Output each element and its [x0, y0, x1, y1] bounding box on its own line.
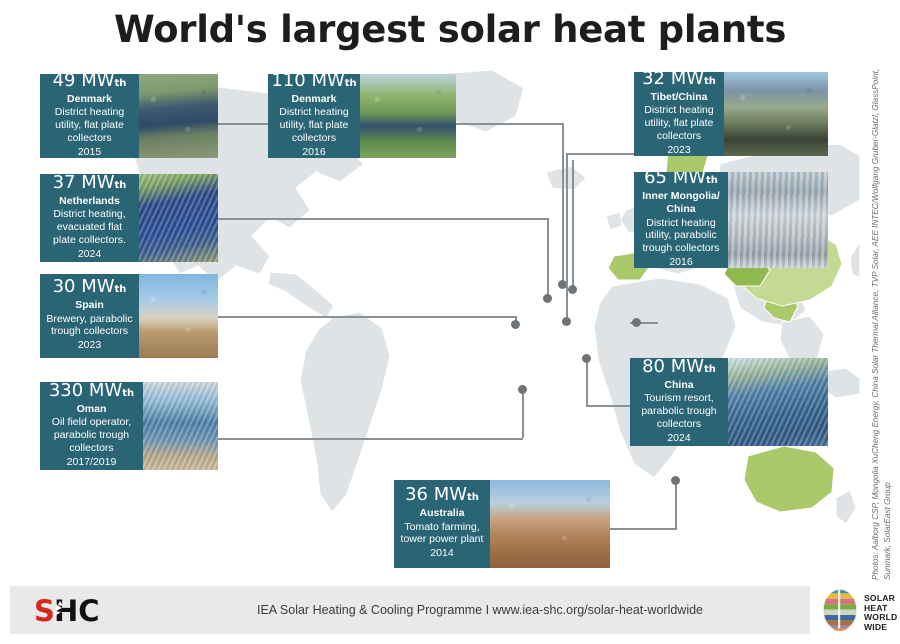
logo-line-wide: WIDE — [864, 621, 888, 632]
plant-card-text: 32 MWth Tibet/China District heating uti… — [634, 72, 724, 156]
logo-line-heat: HEAT — [864, 602, 888, 613]
footer-text: IEA Solar Heating & Cooling Programme I … — [256, 603, 704, 617]
footer-bar — [10, 586, 810, 634]
plant-photo — [143, 382, 218, 470]
plant-description: Oil field operator, parabolic trough col… — [51, 416, 132, 454]
plant-capacity: 30 MWth — [52, 276, 127, 298]
plant-country: Inner Mongolia/ China — [642, 190, 720, 215]
plant-capacity: 37 MWth — [52, 174, 127, 193]
plant-country: China — [664, 378, 694, 391]
logo-line-solar: SOLAR — [864, 593, 896, 603]
plant-photo — [728, 358, 828, 446]
plant-year: 2016 — [669, 255, 693, 268]
plant-year: 2023 — [667, 143, 691, 156]
plant-card-text: 110 MWth Denmark District heating utilit… — [268, 74, 360, 158]
plant-country: Spain — [75, 299, 104, 312]
plant-card-china-80[interactable]: 80 MWth China Tourism resort, parabolic … — [630, 358, 828, 446]
photo-credits: Photos: Aalborg CSP, Mongolia XuCheng En… — [870, 60, 898, 580]
plant-card-text: 49 MWth Denmark District heating utility… — [40, 74, 139, 158]
solar-heat-worldwide-logo[interactable]: SOLAR HEAT WORLD WIDE — [818, 586, 897, 634]
plant-country: Oman — [76, 402, 107, 415]
plant-photo — [728, 172, 828, 268]
plant-photo — [360, 74, 456, 158]
plant-description: District heating utility, flat plate col… — [644, 104, 714, 142]
plant-photo — [724, 72, 828, 156]
plant-card-australia-36[interactable]: 36 MWth Australia Tomato farming, tower … — [394, 480, 610, 568]
plant-card-inner-mongolia-65[interactable]: 65 MWth Inner Mongolia/ China District h… — [634, 172, 828, 268]
page-title: World's largest solar heat plants — [113, 8, 787, 51]
solar-heat-worldwide-wordmark: SOLAR HEAT WORLD WIDE — [864, 593, 898, 633]
plant-description: District heating utility, flat plate col… — [279, 106, 349, 144]
plant-card-text: 330 MWth Oman Oil field operator, parabo… — [40, 382, 143, 470]
photo-credits-text: Photos: Aalborg CSP, Mongolia XuCheng En… — [871, 68, 892, 580]
svg-text:S: S — [34, 595, 55, 627]
plant-card-netherlands-37[interactable]: 37 MWth Netherlands District heating, ev… — [40, 174, 218, 262]
plant-year: 2014 — [430, 547, 454, 560]
plant-card-text: 37 MWth Netherlands District heating, ev… — [40, 174, 139, 262]
plant-capacity: 330 MWth — [48, 382, 135, 401]
plant-description: District heating utility, parabolic trou… — [642, 216, 720, 255]
logo-line-world: WORLD — [864, 612, 898, 623]
plant-photo — [490, 480, 610, 568]
plant-capacity: 49 MWth — [52, 74, 127, 91]
plant-card-denmark-110[interactable]: 110 MWth Denmark District heating utilit… — [268, 74, 456, 158]
plant-card-denmark-49[interactable]: 49 MWth Denmark District heating utility… — [40, 74, 218, 158]
plant-year: 2023 — [77, 339, 102, 352]
plant-country: Denmark — [67, 92, 112, 105]
plant-photo — [139, 174, 218, 262]
plant-card-tibet-32[interactable]: 32 MWth Tibet/China District heating uti… — [634, 72, 828, 156]
plant-year: 2017/2019 — [66, 455, 117, 468]
plant-country: Denmark — [291, 92, 337, 105]
shc-sun-burst-icon — [54, 601, 63, 616]
plant-year: 2024 — [77, 247, 102, 260]
plant-country: Tibet/China — [650, 90, 708, 103]
country-australia — [743, 445, 835, 513]
plant-photo — [139, 74, 218, 158]
plant-year: 2016 — [302, 145, 326, 158]
plant-card-text: 65 MWth Inner Mongolia/ China District h… — [634, 172, 728, 268]
plant-year: 2015 — [77, 145, 102, 158]
plant-card-text: 80 MWth China Tourism resort, parabolic … — [630, 358, 728, 446]
plant-description: Tourism resort, parabolic trough collect… — [641, 392, 717, 430]
plant-capacity: 110 MWth — [271, 74, 357, 91]
svg-text:HC: HC — [54, 595, 100, 627]
plant-photo — [139, 274, 218, 358]
plant-capacity: 80 MWth — [642, 358, 716, 377]
plant-description: District heating, evacuated flat plate c… — [53, 208, 126, 246]
globe-icon — [823, 589, 857, 631]
plant-country: Netherlands — [59, 194, 120, 207]
plant-description: Brewery, parabolic trough collectors — [46, 312, 133, 338]
shc-logo[interactable]: S HC — [34, 594, 130, 628]
footer: S HC IEA Solar Heating & Cooling Program… — [0, 582, 900, 644]
plant-capacity: 32 MWth — [642, 72, 716, 89]
plant-capacity: 65 MWth — [644, 172, 718, 189]
plant-country: Australia — [419, 507, 465, 520]
plant-card-text: 36 MWth Australia Tomato farming, tower … — [394, 480, 490, 568]
plant-capacity: 36 MWth — [405, 484, 479, 506]
plant-year: 2024 — [667, 431, 691, 444]
shc-logo-svg: S HC — [34, 594, 100, 628]
plant-description: Tomato farming, tower power plant — [400, 520, 484, 546]
plant-card-oman-330[interactable]: 330 MWth Oman Oil field operator, parabo… — [40, 382, 218, 470]
plant-card-spain-30[interactable]: 30 MWth Spain Brewery, parabolic trough … — [40, 274, 218, 358]
plant-card-text: 30 MWth Spain Brewery, parabolic trough … — [40, 274, 139, 358]
plant-description: District heating utility, flat plate col… — [54, 106, 125, 144]
